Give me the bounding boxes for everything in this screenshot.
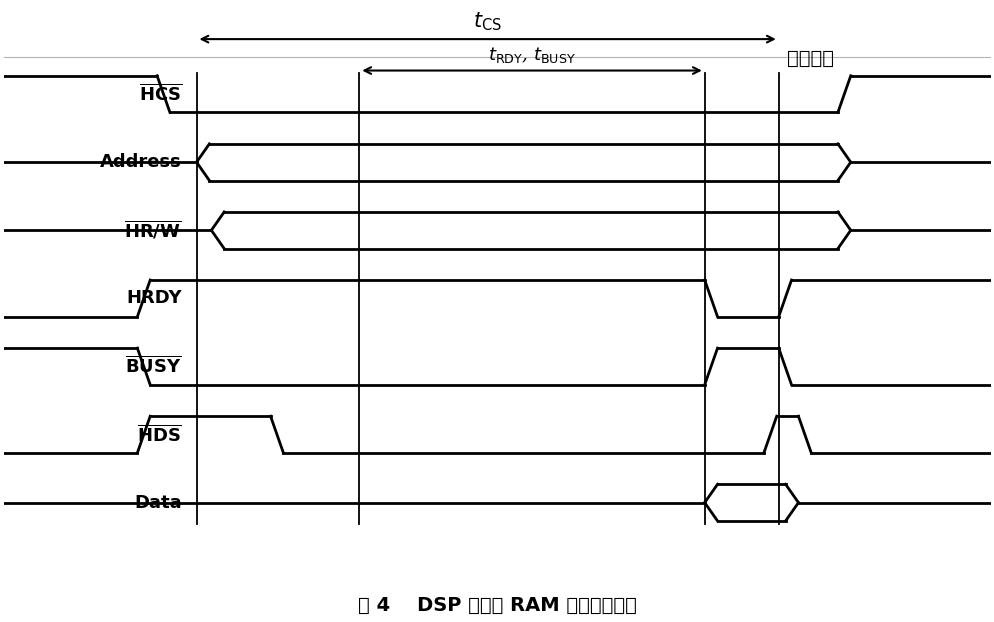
Text: $\overline{\mathbf{HCS}}$: $\overline{\mathbf{HCS}}$: [138, 84, 182, 104]
Text: 数据采集: 数据采集: [786, 49, 833, 68]
Text: Data: Data: [134, 494, 182, 512]
Text: $\overline{\mathbf{BUSY}}$: $\overline{\mathbf{BUSY}}$: [125, 356, 182, 377]
Text: HRDY: HRDY: [126, 289, 182, 307]
Text: 图 4    DSP 和双口 RAM 数据读写时序: 图 4 DSP 和双口 RAM 数据读写时序: [358, 596, 636, 615]
Text: Address: Address: [100, 153, 182, 171]
Text: $\overline{\mathbf{HR/W}}$: $\overline{\mathbf{HR/W}}$: [124, 220, 182, 241]
Text: $\overline{\mathbf{HDS}}$: $\overline{\mathbf{HDS}}$: [136, 424, 182, 445]
Text: $t_{\rm RDY}$, $t_{\rm BUSY}$: $t_{\rm RDY}$, $t_{\rm BUSY}$: [488, 45, 576, 65]
Text: $t_{\rm CS}$: $t_{\rm CS}$: [473, 10, 502, 33]
